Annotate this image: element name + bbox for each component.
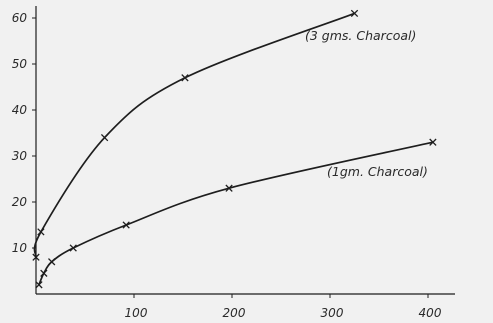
y-tick-label: 20 [12,195,28,209]
y-tick-label: 10 [12,241,28,255]
y-tick-label: 50 [12,57,28,71]
data-point [69,244,77,252]
y-tick-label: 30 [12,149,28,163]
data-point [350,9,359,18]
x-tick-label: 100 [125,306,148,320]
y-tick-label: 60 [12,11,28,25]
data-point [181,74,189,82]
series-labels: (3 gms. Charcoal) (1gm. Charcoal) [305,28,428,179]
series-label-3gms: (3 gms. Charcoal) [305,28,416,43]
x-tick-label: 200 [223,306,246,320]
y-tick-label: 40 [12,103,28,117]
x-tick-label: 400 [419,306,442,320]
data-point [429,138,437,146]
data-point [37,228,45,236]
axes [35,6,455,295]
data-point [48,258,56,266]
data-point [225,184,233,192]
series-line-0 [33,12,355,258]
data-point [122,221,130,229]
ticks: 100 200 300 400 10 20 30 40 50 60 [12,11,442,320]
data-point [100,133,109,142]
data-point [32,253,40,261]
x-tick-label: 300 [321,306,344,320]
series-group [32,9,437,289]
data-point [40,269,48,277]
data-point [35,281,43,289]
series-label-1gm: (1gm. Charcoal) [327,164,428,179]
